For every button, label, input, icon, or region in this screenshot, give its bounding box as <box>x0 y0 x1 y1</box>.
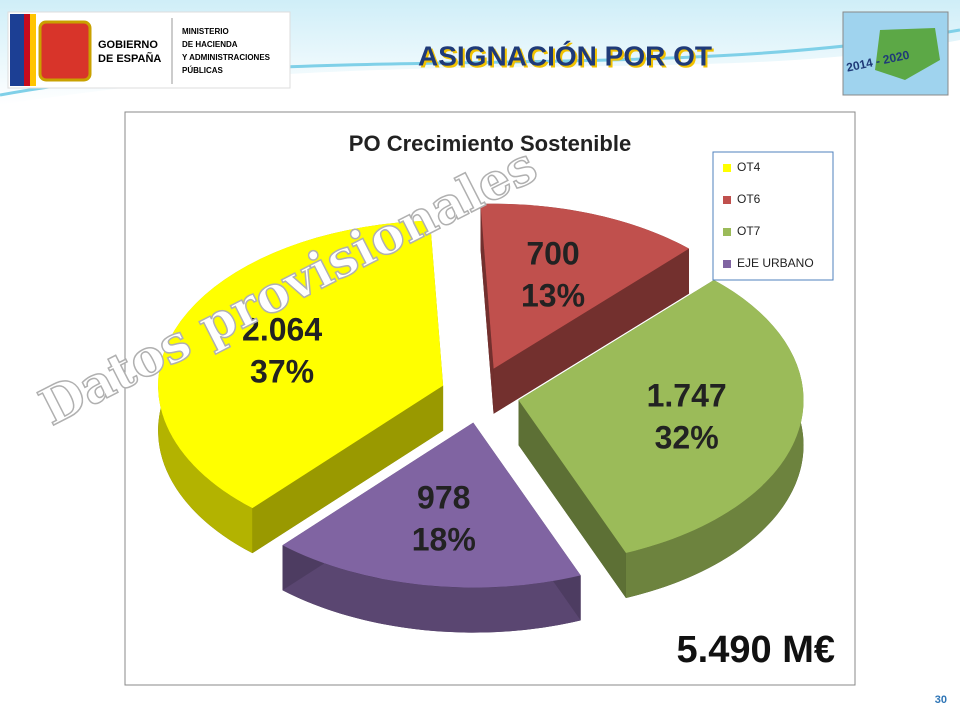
gov-logo: GOBIERNO DE ESPAÑA MINISTERIO DE HACIEND… <box>7 11 291 89</box>
title-shadow: ASIGNACIÓN POR OT <box>420 42 714 73</box>
slice-cut <box>480 203 494 414</box>
value-label: 2.064 <box>242 312 322 348</box>
percent-label: 37% <box>250 354 314 390</box>
percent-label: 32% <box>655 420 719 456</box>
period-logo: 2014 - 2020 <box>842 11 949 96</box>
ministry-text: DE HACIENDA <box>182 40 238 49</box>
pie: 2.064 37% 700 13% 1.747 32% 978 18% <box>158 203 804 633</box>
es-flag <box>24 14 30 86</box>
legend-swatch <box>723 196 731 204</box>
value-label: 978 <box>417 480 470 516</box>
ministry-text: Y ADMINISTRACIONES <box>182 53 271 62</box>
slice <box>480 203 689 369</box>
gov-text: DE ESPAÑA <box>98 52 161 65</box>
slice-rim <box>282 545 581 633</box>
total-label: 5.490 M€ <box>677 629 835 671</box>
gov-text: GOBIERNO <box>98 39 158 51</box>
eu-flag <box>10 14 24 86</box>
chart-title: PO Crecimiento Sostenible <box>349 131 631 156</box>
slice-cut <box>493 248 689 414</box>
ministry-text: MINISTERIO <box>182 27 229 36</box>
legend-swatch <box>723 164 731 172</box>
slice <box>282 422 581 588</box>
value-label: 1.747 <box>647 378 727 414</box>
slice <box>518 280 804 553</box>
slice-cut <box>518 400 626 598</box>
coat-of-arms <box>38 20 92 82</box>
percent-label: 18% <box>412 522 476 558</box>
legend-label: EJE URBANO <box>737 256 814 270</box>
slice-rim <box>625 280 804 598</box>
page-number: 30 <box>935 694 947 706</box>
percent-label: 13% <box>521 277 585 313</box>
legend: OT4 OT6 OT7 EJE URBANO <box>712 151 834 281</box>
es-flag <box>30 14 36 86</box>
value-label: 700 <box>526 235 579 271</box>
slice-cut <box>252 385 444 554</box>
legend-label: OT6 <box>737 192 761 206</box>
legend-label: OT4 <box>737 160 761 174</box>
legend-swatch <box>723 228 731 236</box>
legend-box <box>712 151 834 281</box>
map-shape <box>875 28 940 80</box>
slice <box>158 220 444 509</box>
ministry-text: PÚBLICAS <box>182 66 224 75</box>
legend-swatch <box>723 260 731 268</box>
legend-label: OT7 <box>737 224 761 238</box>
slide-title: ASIGNACIÓN POR OT <box>418 40 712 71</box>
